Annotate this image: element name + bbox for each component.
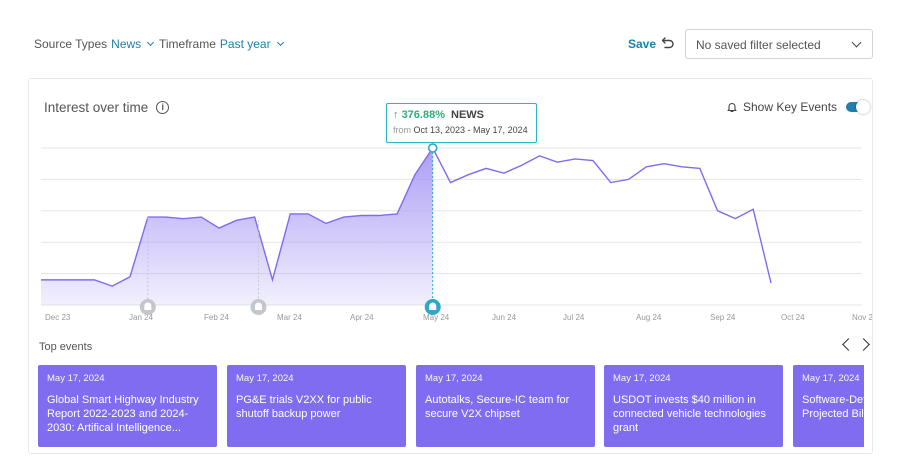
- chevron-down-icon: [851, 37, 862, 48]
- event-date: May 17, 2024: [613, 373, 671, 384]
- event-card[interactable]: May 17, 2024 Autotalks, Secure-IC team f…: [416, 365, 595, 447]
- event-title: USDOT invests $40 million in connected v…: [613, 394, 766, 434]
- event-date: May 17, 2024: [236, 373, 294, 384]
- x-tick-label: Feb 24: [204, 313, 229, 322]
- event-title: Software-Defined Market Projected Billio…: [802, 394, 864, 420]
- filter-bar: Source Types News Timeframe Past year Sa…: [0, 0, 900, 78]
- event-title: Global Smart Highway Industry Report 202…: [47, 394, 199, 434]
- bell-icon: [254, 302, 262, 310]
- chevron-right-icon[interactable]: [857, 338, 870, 351]
- timeframe-label: Timeframe: [159, 37, 216, 51]
- interest-card: Interest over time i Show Key Events Dec…: [28, 78, 873, 454]
- show-key-events: Show Key Events: [726, 100, 871, 114]
- x-tick-label: Dec 23: [45, 313, 71, 322]
- x-tick-label: Jun 24: [492, 313, 517, 322]
- timeframe-filter[interactable]: Timeframe Past year: [159, 37, 284, 51]
- tooltip-source: NEWS: [451, 109, 484, 121]
- card-title-text: Interest over time: [44, 100, 149, 115]
- show-key-events-label: Show Key Events: [743, 100, 838, 114]
- event-card[interactable]: May 17, 2024 Software-Defined Market Pro…: [793, 365, 864, 447]
- event-date: May 17, 2024: [47, 373, 105, 384]
- chevron-down-icon: [276, 38, 284, 47]
- chart-tooltip: ↑ 376.88% NEWS from Oct 13, 2023 - May 1…: [386, 103, 537, 143]
- x-tick-label: Sep 24: [710, 313, 736, 322]
- save-button[interactable]: Save: [628, 37, 657, 51]
- source-types-filter[interactable]: Source Types News: [34, 37, 155, 51]
- x-tick-label: Nov 24: [852, 313, 872, 322]
- event-title: Autotalks, Secure-IC team for secure V2X…: [425, 394, 570, 420]
- x-tick-label: Jan 24: [129, 313, 154, 322]
- timeframe-value: Past year: [219, 37, 271, 51]
- event-title: PG&E trials V2XX for public shutoff back…: [236, 394, 372, 420]
- source-types-value: News: [111, 37, 142, 51]
- x-tick-label: Jul 24: [563, 313, 585, 322]
- bell-icon: [144, 302, 152, 310]
- key-events-toggle[interactable]: [846, 100, 871, 114]
- chevron-left-icon[interactable]: [842, 338, 855, 351]
- undo-icon[interactable]: [661, 36, 675, 50]
- tooltip-percent-value: 376.88%: [401, 109, 445, 121]
- x-tick-label: Oct 24: [781, 313, 805, 322]
- x-tick-label: May 24: [423, 313, 450, 322]
- event-date: May 17, 2024: [802, 373, 860, 384]
- bell-icon: [429, 302, 437, 310]
- top-events-list: May 17, 2024 Global Smart Highway Indust…: [38, 365, 864, 448]
- source-types-label: Source Types: [34, 37, 108, 51]
- event-card[interactable]: May 17, 2024 Global Smart Highway Indust…: [38, 365, 217, 447]
- event-date: May 17, 2024: [425, 373, 483, 384]
- highlight-point: [427, 143, 438, 153]
- x-tick-label: Apr 24: [350, 313, 374, 322]
- events-nav: [842, 338, 870, 351]
- info-icon[interactable]: i: [156, 101, 170, 114]
- event-card[interactable]: May 17, 2024 PG&E trials V2XX for public…: [227, 365, 406, 447]
- saved-filter-select[interactable]: No saved filter selected: [685, 29, 873, 59]
- event-card[interactable]: May 17, 2024 USDOT invests $40 million i…: [604, 365, 783, 447]
- chevron-down-icon: [147, 38, 155, 47]
- saved-filter-value: No saved filter selected: [696, 38, 821, 52]
- toggle-knob: [856, 100, 871, 114]
- tooltip-percent: ↑ 376.88%: [393, 109, 445, 121]
- x-tick-label: Mar 24: [277, 313, 302, 322]
- top-events-heading: Top events: [39, 341, 93, 353]
- tooltip-range: Oct 13, 2023 - May 17, 2024: [413, 125, 528, 135]
- interest-chart: Dec 23 Jan 24 Feb 24 Mar 24 Apr 24 May 24 Jun …: [41, 143, 872, 322]
- card-title: Interest over time i: [44, 100, 170, 115]
- area-fill: [41, 148, 433, 305]
- x-tick-label: Aug 24: [636, 313, 662, 322]
- tooltip-from-label: from: [393, 125, 411, 135]
- bell-icon: [727, 103, 737, 113]
- series-line: [41, 146, 772, 287]
